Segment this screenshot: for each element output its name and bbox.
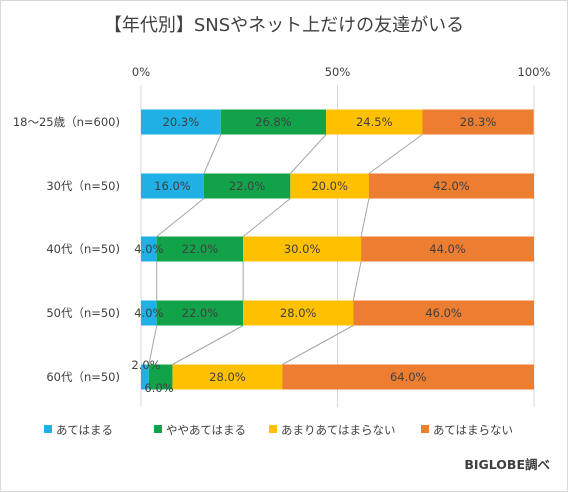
legend-label: あてはまる	[56, 423, 113, 437]
series-line	[368, 134, 423, 174]
value-label: 64.0%	[390, 370, 427, 384]
value-label: 24.5%	[356, 115, 393, 129]
legend-label: ややあてはまる	[166, 423, 246, 437]
value-label: 22.0%	[182, 242, 219, 256]
value-label: 28.3%	[460, 115, 497, 129]
value-label: 20.0%	[311, 179, 348, 193]
category-label: 40代（n=50)	[46, 242, 120, 256]
bar-segment	[243, 300, 354, 326]
x-tick-label: 50%	[325, 65, 351, 79]
x-tick-label: 0%	[132, 65, 150, 79]
x-tick-label: 100%	[518, 65, 551, 79]
bar-segment	[141, 173, 204, 199]
bar-segment	[282, 364, 534, 390]
legend: あてはまる ややあてはまる あまりあてはまらない あてはまらない	[44, 423, 513, 437]
bar-segment	[141, 236, 157, 262]
value-label: 44.0%	[429, 242, 466, 256]
value-label: 16.0%	[154, 179, 191, 193]
bar-segment	[203, 173, 291, 199]
legend-swatch	[154, 425, 162, 433]
bar-segment	[141, 364, 149, 390]
value-label: 28.0%	[209, 370, 246, 384]
bar-segment	[368, 173, 534, 199]
bar-segment	[172, 364, 283, 390]
category-labels: 18～25歳（n=600) 30代（n=50) 40代（n=50) 50代（n=50)…	[13, 115, 120, 384]
value-label: 30.0%	[284, 242, 321, 256]
bar-segment	[243, 236, 362, 262]
value-label: 26.8%	[255, 115, 292, 129]
x-axis-ticks: 0% 50% 100%	[132, 65, 551, 79]
bar-segment	[353, 300, 534, 326]
value-label: 6.0%	[144, 381, 173, 395]
category-label: 30代（n=50)	[46, 179, 120, 193]
bars	[141, 109, 534, 390]
chart-title: 【年代別】SNSやネット上だけの友達がいる	[104, 15, 464, 36]
value-label: 22.0%	[182, 306, 219, 320]
category-label: 50代（n=50)	[46, 306, 120, 320]
value-label: 42.0%	[433, 179, 470, 193]
bar-segment	[422, 109, 534, 135]
bar-segment	[148, 364, 173, 390]
series-line	[172, 325, 244, 365]
series-line	[148, 325, 158, 365]
bar-segment	[290, 173, 369, 199]
series-line	[289, 134, 327, 174]
value-labels: 20.3% 26.8% 24.5% 28.3% 16.0% 22.0% 20.0% 42.0%…	[131, 115, 496, 395]
value-label: 2.0%	[131, 358, 160, 372]
series-line	[203, 134, 222, 174]
series-line	[156, 198, 205, 237]
category-label: 60代（n=50)	[46, 370, 120, 384]
legend-label: あまりあてはまらない	[281, 423, 396, 437]
legend-swatch	[44, 425, 52, 433]
value-label: 28.0%	[280, 306, 317, 320]
bar-segment	[156, 300, 244, 326]
bar-segment	[141, 109, 221, 135]
bar-segment	[141, 300, 157, 326]
value-label: 4.0%	[134, 242, 163, 256]
series-line	[352, 261, 362, 301]
bar-segment	[361, 236, 534, 262]
series-line	[282, 325, 354, 365]
legend-swatch	[421, 425, 429, 433]
series-lines	[148, 134, 423, 365]
value-label: 20.3%	[163, 115, 200, 129]
bar-segment	[326, 109, 423, 135]
category-label: 18～25歳（n=600)	[13, 115, 120, 129]
bar-segment	[220, 109, 327, 135]
value-label: 46.0%	[425, 306, 462, 320]
value-label: 4.0%	[134, 306, 163, 320]
legend-label: あてはまらない	[433, 423, 513, 437]
value-label: 22.0%	[229, 179, 266, 193]
series-line	[360, 198, 370, 237]
series-line	[242, 198, 291, 237]
source-credit: BIGLOBE調べ	[464, 457, 550, 472]
bar-segment	[156, 236, 244, 262]
legend-swatch	[269, 425, 277, 433]
